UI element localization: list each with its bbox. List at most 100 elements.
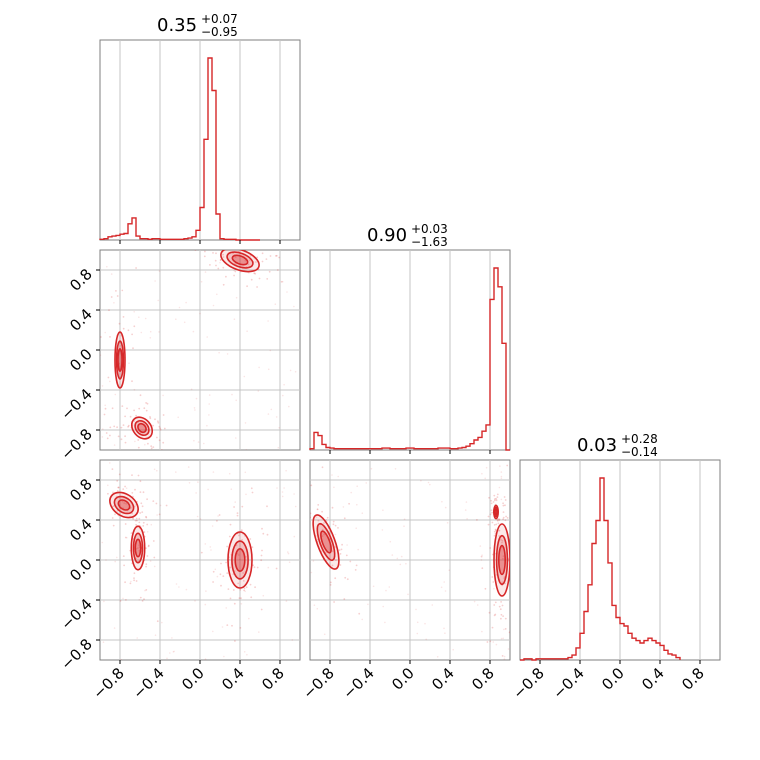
pair-1-2-point-116 <box>137 439 140 441</box>
ytick-label-1-0: −0.8 <box>57 425 95 463</box>
pair-2-3-point-24 <box>509 631 510 633</box>
pair-1-3-point-5 <box>266 533 269 536</box>
pair-2-3-point-236 <box>389 540 392 543</box>
pair-2-3-point-43 <box>513 541 515 543</box>
pair-2-3-point-9 <box>476 519 478 521</box>
pair-1-3-point-120 <box>146 555 149 557</box>
pair-1-3-point-56 <box>242 572 245 574</box>
pair-1-2-point-246 <box>140 331 143 334</box>
pair-2-3-point-223 <box>399 563 402 566</box>
pair-1-2-point-177 <box>281 280 284 283</box>
pair-1-2-point-113 <box>162 414 165 416</box>
pair-2-3-point-175 <box>491 521 494 524</box>
pair-1-2-point-210 <box>192 330 195 333</box>
title-value-1: 0.35 <box>157 15 197 36</box>
pair-2-3-point-189 <box>480 559 483 561</box>
pair-2-3-point-214 <box>356 485 359 488</box>
xtick-label-1-4: 0.8 <box>468 664 498 694</box>
pair-2-3-point-88 <box>326 516 329 519</box>
pair-1-3-point-116 <box>119 600 122 602</box>
pair-2-3-point-261 <box>444 632 446 634</box>
pair-2-3-point-71 <box>501 581 503 584</box>
pair-1-2-point-66 <box>215 264 217 267</box>
pair-2-3-point-244 <box>416 621 419 624</box>
pair-2-3-point-99 <box>354 569 357 571</box>
pair-1-3-point-276 <box>225 607 227 609</box>
pair-1-2-point-174 <box>144 443 146 446</box>
pair-2-3-point-213 <box>391 554 394 556</box>
pair-2-3-point-191 <box>499 465 501 467</box>
pair-1-2-panel <box>99 246 301 451</box>
pair-1-3-point-260 <box>210 549 212 551</box>
pair-2-3-point-264 <box>500 471 503 473</box>
pair-1-2-point-190 <box>104 404 106 407</box>
pair-1-2-contour-1-2 <box>137 422 147 434</box>
hist-1-panel <box>99 39 301 241</box>
pair-1-3-point-8 <box>260 608 263 611</box>
xtick-label-1-2: 0.0 <box>388 664 418 694</box>
pair-1-2-point-198 <box>275 416 278 418</box>
pair-1-3-point-156 <box>135 523 138 526</box>
pair-2-3-point-17 <box>492 581 495 583</box>
pair-2-3-point-139 <box>340 548 343 551</box>
pair-1-3-point-70 <box>239 627 242 629</box>
pair-1-3-point-241 <box>244 471 247 474</box>
pair-1-2-point-88 <box>146 402 149 405</box>
pair-2-3-point-202 <box>382 605 385 608</box>
pair-1-2-point-23 <box>247 263 250 266</box>
pair-1-2-point-74 <box>250 278 253 281</box>
pair-1-3-point-259 <box>267 566 270 569</box>
pair-2-3-point-25 <box>498 519 501 522</box>
pair-1-2-point-31 <box>204 250 206 253</box>
ytick-label-1-2: 0.0 <box>66 345 96 375</box>
pair-2-3-point-92 <box>302 494 304 496</box>
pair-1-2-point-140 <box>107 376 110 379</box>
pair-1-3-point-270 <box>285 469 287 472</box>
pair-1-2-point-247 <box>175 318 177 321</box>
pair-1-3-point-228 <box>293 535 296 538</box>
pair-2-3-point-132 <box>338 549 341 551</box>
pair-1-2-point-93 <box>159 427 162 430</box>
pair-2-3-point-110 <box>349 560 352 563</box>
pair-1-3-point-124 <box>138 517 141 520</box>
pair-1-2-point-82 <box>147 442 149 445</box>
hist-2-panel <box>309 249 511 451</box>
pair-1-3-point-249 <box>109 462 111 464</box>
pair-1-3-point-97 <box>153 556 156 559</box>
pair-1-3-point-203 <box>153 468 156 471</box>
pair-2-3-point-234 <box>424 622 426 625</box>
pair-1-3-point-66 <box>216 520 218 522</box>
pair-1-3-point-178 <box>124 485 126 488</box>
pair-2-3-point-51 <box>502 555 505 557</box>
pair-1-2-point-152 <box>108 309 110 311</box>
pair-2-3-point-45 <box>504 504 506 507</box>
pair-1-2-point-47 <box>236 246 238 248</box>
xtick-label-1-0: −0.8 <box>299 664 337 702</box>
pair-1-3-point-283 <box>281 495 284 498</box>
pair-2-3-point-46 <box>489 640 492 643</box>
pair-2-3-point-60 <box>500 601 502 603</box>
pair-1-3-point-22 <box>242 580 245 582</box>
pair-1-2-point-197 <box>158 331 160 333</box>
pair-1-2-point-218 <box>248 272 250 274</box>
pair-1-3-point-243 <box>173 650 175 653</box>
xtick-label-2-4: 0.8 <box>678 664 708 694</box>
pair-1-3-point-274 <box>217 515 219 517</box>
pair-1-3-point-133 <box>124 523 127 525</box>
pair-1-3-point-208 <box>281 491 284 493</box>
pair-1-3-point-30 <box>231 624 233 627</box>
pair-2-3-point-198 <box>334 533 337 536</box>
pair-1-3-point-75 <box>260 554 263 557</box>
pair-1-2-point-237 <box>267 368 270 371</box>
xtick-label-0-4: 0.8 <box>258 664 288 694</box>
pair-2-3-point-246 <box>493 587 495 590</box>
pair-2-3-point-142 <box>308 561 310 563</box>
pair-1-3-point-42 <box>236 512 239 514</box>
pair-1-3-point-68 <box>237 554 240 556</box>
pair-2-3-point-177 <box>496 519 499 522</box>
pair-1-3-point-25 <box>222 575 225 577</box>
pair-1-2-point-138 <box>127 329 130 332</box>
pair-1-2-point-105 <box>162 441 165 444</box>
pair-2-3-point-37 <box>491 576 494 578</box>
